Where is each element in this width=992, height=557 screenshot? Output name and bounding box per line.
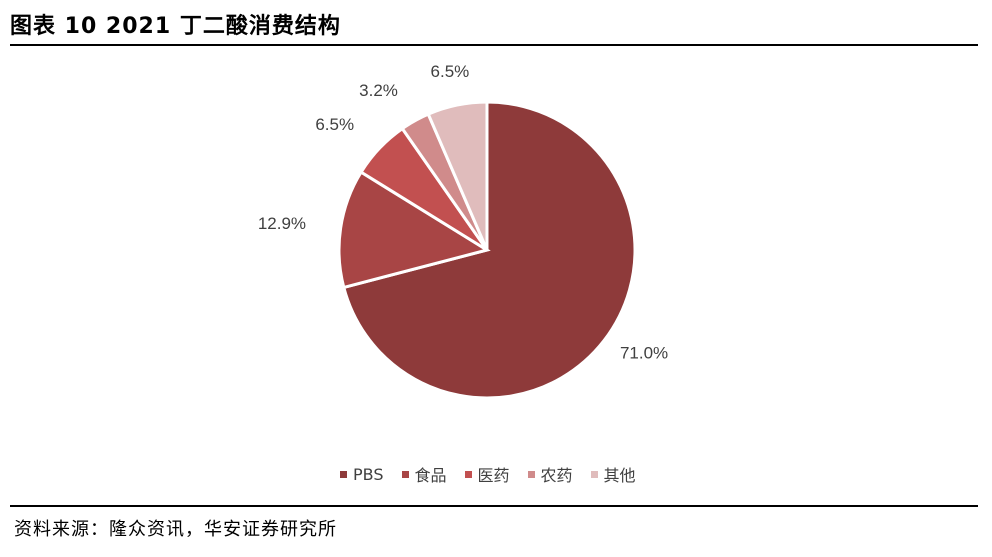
page-title: 图表 10 2021 丁二酸消费结构 [10,14,341,39]
legend-swatch-0 [340,470,347,478]
data-label-2: 6.5% [315,115,354,134]
pie-slice-4 [426,100,489,251]
legend-label-0: PBS [353,464,384,484]
legend-swatch-2 [464,470,472,478]
legend-item-4: 其他 [590,462,636,486]
data-label-1: 12.9% [258,214,306,233]
legend-item-2: 医药 [464,462,510,486]
pie-slice-1 [337,170,491,290]
top-rule [10,44,978,46]
legend-label-3: 农药 [540,466,573,485]
legend-label-4: 其他 [603,466,636,485]
source-note: 资料来源：隆众资讯，华安证券研究所 [14,519,337,540]
legend-swatch-3 [527,470,535,478]
legend-label-2: 医药 [477,466,510,485]
bottom-rule [10,505,978,507]
legend-swatch-4 [590,470,598,478]
data-label-4: 6.5% [431,62,470,81]
legend-item-0: PBS [340,462,384,486]
chart-legend: PBS 食品 医药 农药 其他 [340,462,636,486]
data-label-0: 71.0% [620,344,668,363]
legend-swatch-1 [401,470,409,478]
legend-item-3: 农药 [527,462,573,486]
data-label-3: 3.2% [359,81,398,100]
legend-item-1: 食品 [401,462,447,486]
legend-label-1: 食品 [414,466,447,485]
